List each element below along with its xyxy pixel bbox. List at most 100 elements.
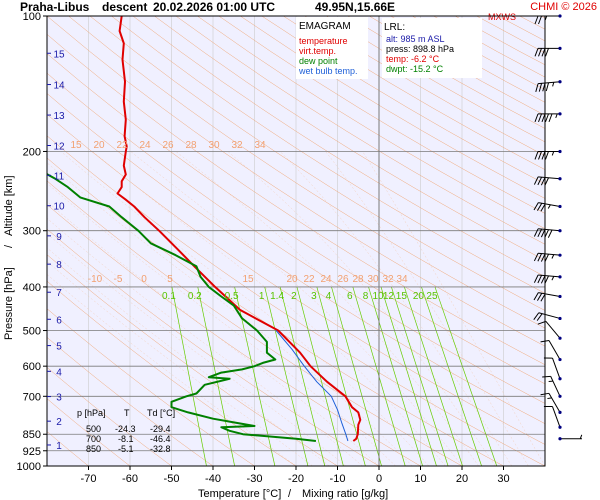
mixing-ratio-label: 0.2 <box>188 291 202 302</box>
altitude-tick-label: 2 <box>56 417 62 428</box>
wind-barb-staff <box>538 202 561 207</box>
dry-adiabat-label: 30 <box>367 274 379 285</box>
lrl-alt: alt: 985 m ASL <box>386 34 445 44</box>
series-wet-bulb-temp-line <box>275 330 349 442</box>
wind-barb-feather <box>548 113 553 123</box>
wind-barb-feather <box>533 274 539 283</box>
wind-barb-feather <box>540 293 546 302</box>
mixing-ratio-line <box>197 286 235 466</box>
mixing-ratio-line <box>171 286 207 466</box>
mixing-ratio-label: 1.4 <box>270 291 284 302</box>
wind-barb-station <box>558 437 562 441</box>
wind-barb <box>533 274 562 284</box>
wind-barb <box>533 228 562 238</box>
dry-adiabat-line <box>47 72 545 404</box>
wind-barb-half-feather <box>579 434 583 439</box>
wind-barb-feather <box>540 392 550 396</box>
altitude-tick-label: 11 <box>54 171 65 182</box>
table-row-500-p: 500 <box>86 424 101 434</box>
dry-adiabat-line <box>240 16 545 199</box>
wind-barb <box>533 176 562 186</box>
wind-barb <box>543 405 562 429</box>
wind-barb-feather <box>538 48 542 57</box>
legend-virt-temp: virt.temp. <box>299 46 336 56</box>
wind-barb <box>558 434 583 441</box>
wind-barb-feather <box>533 253 539 262</box>
wind-barb-station <box>558 46 562 50</box>
wind-barb-staff <box>548 340 561 360</box>
altitude-tick-label: 13 <box>53 111 65 122</box>
wind-barb-feather <box>545 82 550 92</box>
wind-barb-feather <box>545 151 549 160</box>
dry-adiabat-line <box>175 16 545 245</box>
wind-barb-staff <box>552 406 561 428</box>
dry-adiabat-line <box>584 16 600 466</box>
wind-barb <box>537 320 562 340</box>
dry-adiabat-label: 22 <box>116 140 128 151</box>
mixing-ratio-label: 4 <box>326 291 332 302</box>
series-temperatureline <box>116 16 362 442</box>
wind-barb-feather <box>544 253 549 263</box>
wind-barb-feather <box>538 151 542 160</box>
y-tick-label: 925 <box>23 446 41 458</box>
mixing-ratio-label: 12 <box>383 291 395 302</box>
dry-adiabat-label: 24 <box>139 140 151 151</box>
altitude-tick-label: 15 <box>53 49 65 60</box>
dry-adiabat-line <box>132 16 545 277</box>
x-tick-label: -70 <box>81 473 97 485</box>
moist-adiabat-line <box>92 151 446 466</box>
copyright-text: CHMI © 2026 <box>530 1 597 13</box>
wind-barb-station <box>558 394 562 398</box>
mixing-ratio-label: 2 <box>291 291 297 302</box>
altitude-tick-label: 12 <box>53 142 65 153</box>
wind-barb-feather <box>537 176 543 186</box>
y-axis-title-sep: / <box>3 244 15 248</box>
wind-barb-feather <box>544 177 549 186</box>
wind-barb <box>540 392 562 414</box>
dry-adiabat-label: 20 <box>93 140 105 151</box>
dry-adiabat-label: 26 <box>337 274 349 285</box>
dry-adiabat-label: 5 <box>167 274 173 285</box>
wind-barb-feather <box>533 202 539 211</box>
wind-barb-feather <box>540 275 546 284</box>
wind-barb-feather <box>537 292 543 301</box>
wind-barb <box>533 252 562 263</box>
wind-barb <box>543 357 562 381</box>
legend-box <box>296 17 368 79</box>
altitude-tick-label: 10 <box>53 202 65 213</box>
wind-barb-feather <box>542 82 546 92</box>
altitude-tick-label: 1 <box>56 441 62 452</box>
wind-barb-feather <box>541 48 546 57</box>
dry-adiabat-label: 26 <box>162 140 174 151</box>
mixing-ratio-line <box>368 286 423 466</box>
lrl-temp: temp: -6.2 °C <box>386 54 440 64</box>
wind-barb-feather <box>537 253 543 262</box>
level-table: p [hPa] T Td [°C] 500 -24.3 -29.4 700 -8… <box>77 408 175 454</box>
table-row-850-td: -32.8 <box>150 444 171 454</box>
mixing-ratio-line <box>404 286 463 466</box>
chart-title-station: Praha-Libus <box>20 0 90 14</box>
mixing-ratio-label: 15 <box>396 291 408 302</box>
wind-barb-station <box>558 357 562 362</box>
legend-title: EMAGRAM <box>299 21 351 32</box>
y-tick-label: 850 <box>23 429 41 441</box>
wind-barb-feather <box>540 177 546 186</box>
wind-barb-station <box>558 410 562 414</box>
wind-barb-station <box>558 204 562 209</box>
dry-adiabat-label: 20 <box>286 274 298 285</box>
y-tick-label: 200 <box>23 146 41 158</box>
wind-barb-feather <box>533 312 540 320</box>
wind-barb-feather <box>544 229 549 238</box>
dry-adiabat-label: 28 <box>352 274 364 285</box>
mixing-ratio-line <box>279 286 326 466</box>
wind-barb <box>533 202 562 212</box>
wind-barb-half-feather <box>551 151 555 156</box>
dry-adiabat-label: 30 <box>208 140 220 151</box>
x-axis-title: Temperature [°C] / Mixing ratio [g/kg] <box>198 488 388 500</box>
x-tick-label: -50 <box>164 473 180 485</box>
wind-barb-station <box>558 80 562 84</box>
wind-barb-feather <box>534 151 539 160</box>
wind-barb-feather <box>533 292 539 301</box>
wind-barb-station <box>558 425 562 429</box>
